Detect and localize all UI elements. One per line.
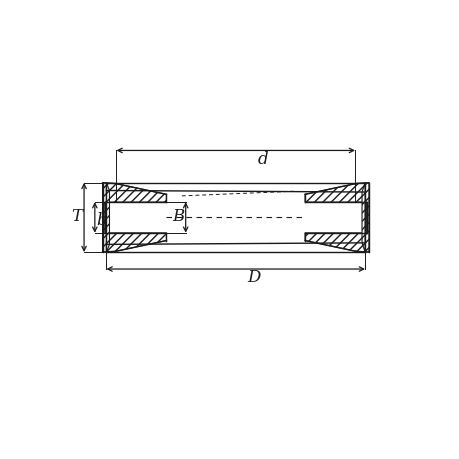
Text: B: B — [172, 208, 184, 225]
Polygon shape — [304, 184, 368, 252]
Polygon shape — [106, 184, 108, 252]
Polygon shape — [361, 184, 364, 252]
Polygon shape — [102, 184, 166, 252]
Polygon shape — [106, 184, 109, 252]
Text: d: d — [257, 150, 268, 167]
Text: T: T — [72, 207, 83, 224]
Text: b: b — [96, 212, 107, 229]
Text: D: D — [246, 269, 260, 285]
